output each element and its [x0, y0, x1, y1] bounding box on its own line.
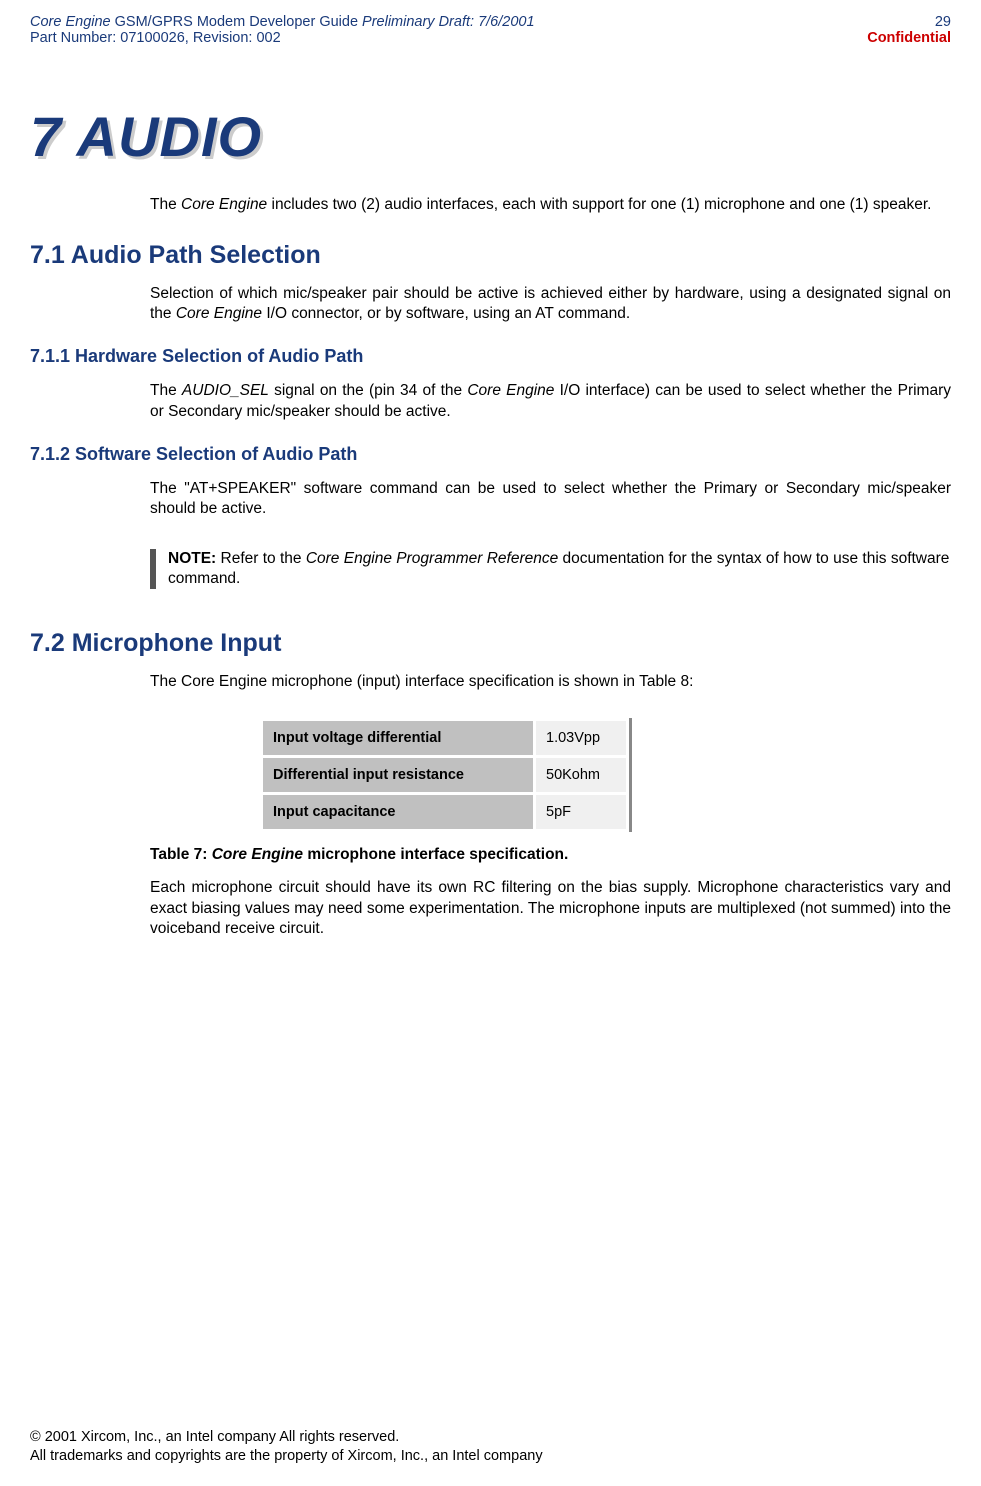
section-7-2-intro: The Core Engine microphone (input) inter…	[150, 672, 951, 692]
s711-text-2: signal on the (pin 34 of the	[269, 382, 467, 399]
table-row: Input capacitance 5pF	[263, 795, 626, 829]
page-number: 29	[935, 14, 951, 30]
section-7-1-body: Selection of which mic/speaker pair shou…	[150, 284, 951, 324]
table-row: Differential input resistance 50Kohm	[263, 758, 626, 792]
section-7-2-title: 7.2 Microphone Input	[30, 629, 951, 658]
intro-paragraph: The Core Engine includes two (2) audio i…	[150, 195, 951, 215]
header-italic-2: Preliminary Draft: 7/6/2001	[362, 14, 534, 30]
confidential-label: Confidential	[867, 30, 951, 46]
spec-table: Input voltage differential 1.03Vpp Diffe…	[260, 718, 632, 832]
caption-italic: Core Engine	[212, 846, 303, 863]
s711-italic-1: AUDIO_SEL	[182, 382, 269, 399]
intro-italic-1: Core Engine	[181, 196, 267, 213]
note-text-1: Refer to the	[216, 550, 306, 567]
section-7-1-1-body: The AUDIO_SEL signal on the (pin 34 of t…	[150, 381, 951, 421]
table-value: 1.03Vpp	[536, 721, 626, 755]
spec-table-wrap: Input voltage differential 1.03Vpp Diffe…	[260, 718, 951, 832]
s71-italic-1: Core Engine	[176, 305, 262, 322]
section-7-1-2-title: 7.1.2 Software Selection of Audio Path	[30, 444, 951, 465]
note-box: NOTE: Refer to the Core Engine Programme…	[150, 549, 951, 589]
s711-italic-2: Core Engine	[467, 382, 554, 399]
section-7-1-2-body: The "AT+SPEAKER" software command can be…	[150, 479, 951, 519]
caption-prefix: Table 7:	[150, 846, 212, 863]
footer-line-1: © 2001 Xircom, Inc., an Intel company Al…	[30, 1428, 543, 1447]
section-7-2-closing: Each microphone circuit should have its …	[150, 878, 951, 938]
intro-text-1: The	[150, 196, 181, 213]
note-label: NOTE:	[168, 550, 216, 567]
table-value: 5pF	[536, 795, 626, 829]
header-plain: GSM/GPRS Modem Developer Guide	[111, 14, 362, 30]
intro-text-2: includes two (2) audio interfaces, each …	[267, 196, 931, 213]
header-line-1: Core Engine GSM/GPRS Modem Developer Gui…	[30, 14, 951, 30]
s71-text-2: I/O connector, or by software, using an …	[262, 305, 630, 322]
footer: © 2001 Xircom, Inc., an Intel company Al…	[30, 1428, 543, 1466]
part-number: Part Number: 07100026, Revision: 002	[30, 30, 281, 46]
table-value: 50Kohm	[536, 758, 626, 792]
header-italic-1: Core Engine	[30, 14, 111, 30]
section-7-1-title: 7.1 Audio Path Selection	[30, 241, 951, 270]
table-label: Input capacitance	[263, 795, 533, 829]
table-label: Differential input resistance	[263, 758, 533, 792]
table-label: Input voltage differential	[263, 721, 533, 755]
chapter-title: 7 AUDIO	[30, 104, 951, 169]
table-caption: Table 7: Core Engine microphone interfac…	[150, 846, 951, 864]
s711-text-1: The	[150, 382, 182, 399]
header-title: Core Engine GSM/GPRS Modem Developer Gui…	[30, 14, 535, 30]
table-row: Input voltage differential 1.03Vpp	[263, 721, 626, 755]
footer-line-2: All trademarks and copyrights are the pr…	[30, 1447, 543, 1466]
header-line-2: Part Number: 07100026, Revision: 002 Con…	[30, 30, 951, 46]
section-7-1-1-title: 7.1.1 Hardware Selection of Audio Path	[30, 346, 951, 367]
caption-suffix: microphone interface specification.	[303, 846, 568, 863]
note-italic-1: Core Engine Programmer Reference	[306, 550, 558, 567]
